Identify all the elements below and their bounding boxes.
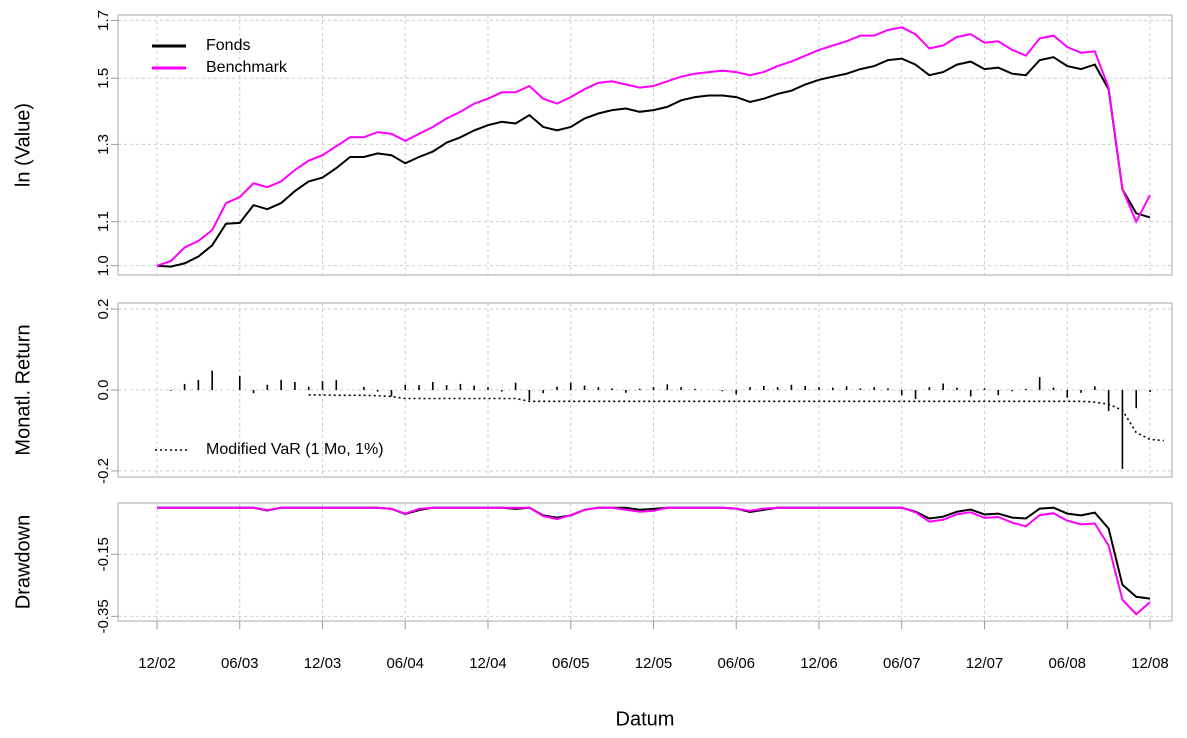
y-tick-label: -0.35 bbox=[95, 599, 112, 633]
x-tick-label: 06/06 bbox=[717, 655, 755, 672]
y-axis-title: ln (Value) bbox=[12, 103, 34, 187]
legend-label: Benchmark bbox=[206, 59, 288, 76]
y-axis-title: Drawdown bbox=[12, 515, 34, 609]
y-tick-label: 1.0 bbox=[95, 255, 112, 276]
x-tick-label: 12/04 bbox=[469, 655, 507, 672]
x-tick-label: 12/07 bbox=[966, 655, 1004, 672]
series-line bbox=[157, 506, 1151, 616]
legend-label: Fonds bbox=[206, 37, 250, 54]
x-tick-label: 12/02 bbox=[138, 655, 176, 672]
plot-frame bbox=[117, 502, 1173, 622]
plot-frame bbox=[117, 14, 1173, 276]
x-tick-label: 12/06 bbox=[800, 655, 838, 672]
x-tick-label: 06/04 bbox=[386, 655, 424, 672]
y-tick-label: -0.2 bbox=[95, 458, 112, 484]
x-tick-label: 06/03 bbox=[221, 655, 259, 672]
y-tick-label: 0.2 bbox=[95, 299, 112, 320]
x-tick-label: 12/08 bbox=[1131, 655, 1169, 672]
x-tick-label: 06/08 bbox=[1048, 655, 1086, 672]
x-tick-label: 12/05 bbox=[635, 655, 673, 672]
y-tick-label: -0.15 bbox=[95, 537, 112, 571]
x-tick-label: 12/03 bbox=[304, 655, 342, 672]
y-tick-label: 1.7 bbox=[95, 10, 112, 31]
plot-frame bbox=[117, 302, 1173, 478]
series-line bbox=[156, 56, 1151, 268]
x-tick-label: 06/07 bbox=[883, 655, 921, 672]
legend-label: Modified VaR (1 Mo, 1%) bbox=[206, 441, 384, 458]
series-line bbox=[156, 26, 1151, 267]
y-tick-label: 0.0 bbox=[95, 380, 112, 401]
x-axis-title: Datum bbox=[616, 708, 675, 730]
y-tick-label: 1.5 bbox=[95, 68, 112, 89]
y-axis-title: Monatl. Return bbox=[12, 324, 34, 455]
y-tick-label: 1.1 bbox=[95, 211, 112, 232]
y-tick-label: 1.3 bbox=[95, 134, 112, 155]
x-tick-label: 06/05 bbox=[552, 655, 590, 672]
